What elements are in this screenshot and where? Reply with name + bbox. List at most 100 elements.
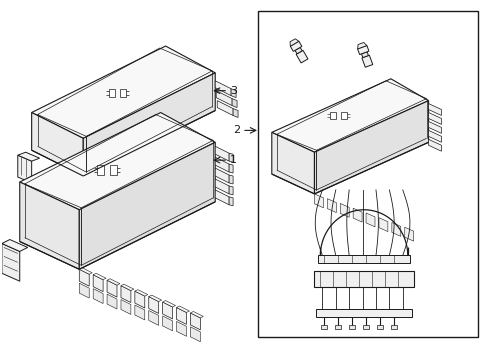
Polygon shape [153, 206, 163, 225]
Polygon shape [2, 239, 28, 251]
Polygon shape [111, 186, 125, 193]
Polygon shape [97, 180, 111, 187]
Polygon shape [107, 294, 117, 309]
Polygon shape [229, 197, 233, 206]
Polygon shape [296, 50, 308, 63]
Polygon shape [149, 295, 162, 302]
Polygon shape [125, 194, 135, 213]
Text: 1: 1 [230, 155, 237, 165]
Polygon shape [215, 157, 229, 172]
Polygon shape [139, 200, 149, 219]
Polygon shape [215, 168, 229, 183]
Polygon shape [163, 316, 172, 331]
Polygon shape [429, 104, 441, 116]
Polygon shape [429, 130, 441, 142]
Polygon shape [191, 313, 200, 330]
Polygon shape [93, 289, 103, 303]
Polygon shape [135, 305, 145, 320]
Polygon shape [290, 41, 302, 51]
Polygon shape [79, 268, 92, 274]
Polygon shape [272, 79, 429, 152]
Polygon shape [379, 218, 388, 231]
Polygon shape [97, 165, 104, 175]
Polygon shape [93, 273, 106, 280]
Polygon shape [315, 271, 414, 287]
Polygon shape [32, 113, 83, 176]
Polygon shape [341, 112, 347, 120]
Polygon shape [79, 269, 89, 286]
Polygon shape [163, 302, 172, 319]
Polygon shape [429, 139, 441, 151]
Polygon shape [176, 307, 187, 324]
Polygon shape [111, 188, 121, 207]
Polygon shape [139, 198, 153, 205]
Polygon shape [107, 280, 117, 297]
Polygon shape [107, 279, 120, 285]
Polygon shape [79, 142, 215, 269]
Polygon shape [135, 291, 145, 308]
Polygon shape [121, 300, 131, 314]
Polygon shape [315, 100, 429, 194]
Polygon shape [315, 194, 323, 208]
Polygon shape [362, 55, 373, 67]
Polygon shape [83, 174, 97, 181]
Polygon shape [149, 310, 159, 325]
Polygon shape [215, 190, 229, 205]
Polygon shape [429, 121, 441, 133]
Polygon shape [358, 42, 367, 49]
Polygon shape [110, 165, 117, 175]
Polygon shape [327, 199, 336, 212]
Polygon shape [215, 179, 229, 194]
Polygon shape [83, 176, 93, 195]
Polygon shape [191, 311, 203, 318]
Polygon shape [321, 325, 327, 329]
Polygon shape [2, 243, 20, 281]
Polygon shape [18, 152, 40, 161]
Polygon shape [233, 109, 238, 117]
Polygon shape [318, 255, 410, 264]
Polygon shape [405, 227, 414, 241]
Polygon shape [229, 175, 233, 184]
Polygon shape [392, 222, 401, 237]
Polygon shape [349, 325, 355, 329]
Polygon shape [83, 73, 215, 176]
Polygon shape [229, 164, 233, 173]
Polygon shape [295, 48, 302, 54]
Polygon shape [120, 89, 126, 96]
Polygon shape [363, 325, 369, 329]
Polygon shape [20, 113, 215, 210]
Polygon shape [153, 204, 167, 211]
Polygon shape [121, 284, 134, 291]
Polygon shape [18, 155, 32, 183]
Polygon shape [125, 192, 139, 199]
Polygon shape [109, 89, 115, 96]
Polygon shape [229, 153, 233, 162]
Polygon shape [232, 99, 237, 108]
Polygon shape [330, 112, 336, 120]
Polygon shape [176, 306, 190, 312]
Polygon shape [215, 81, 231, 96]
Polygon shape [353, 208, 362, 222]
Polygon shape [217, 100, 233, 116]
Polygon shape [20, 182, 79, 269]
Polygon shape [191, 327, 200, 342]
Polygon shape [79, 283, 89, 298]
Polygon shape [229, 186, 233, 195]
Polygon shape [391, 325, 397, 329]
Polygon shape [215, 146, 229, 161]
Bar [258, 11, 478, 337]
Polygon shape [163, 301, 175, 307]
Polygon shape [335, 325, 341, 329]
Polygon shape [97, 182, 107, 201]
Polygon shape [362, 52, 368, 58]
Polygon shape [366, 213, 375, 227]
Polygon shape [340, 203, 349, 217]
Polygon shape [32, 46, 215, 138]
Polygon shape [216, 91, 232, 105]
Polygon shape [377, 325, 383, 329]
Polygon shape [176, 321, 187, 336]
Polygon shape [93, 275, 103, 292]
Text: 3: 3 [230, 86, 237, 96]
Polygon shape [290, 39, 299, 46]
Text: 2: 2 [233, 125, 240, 135]
